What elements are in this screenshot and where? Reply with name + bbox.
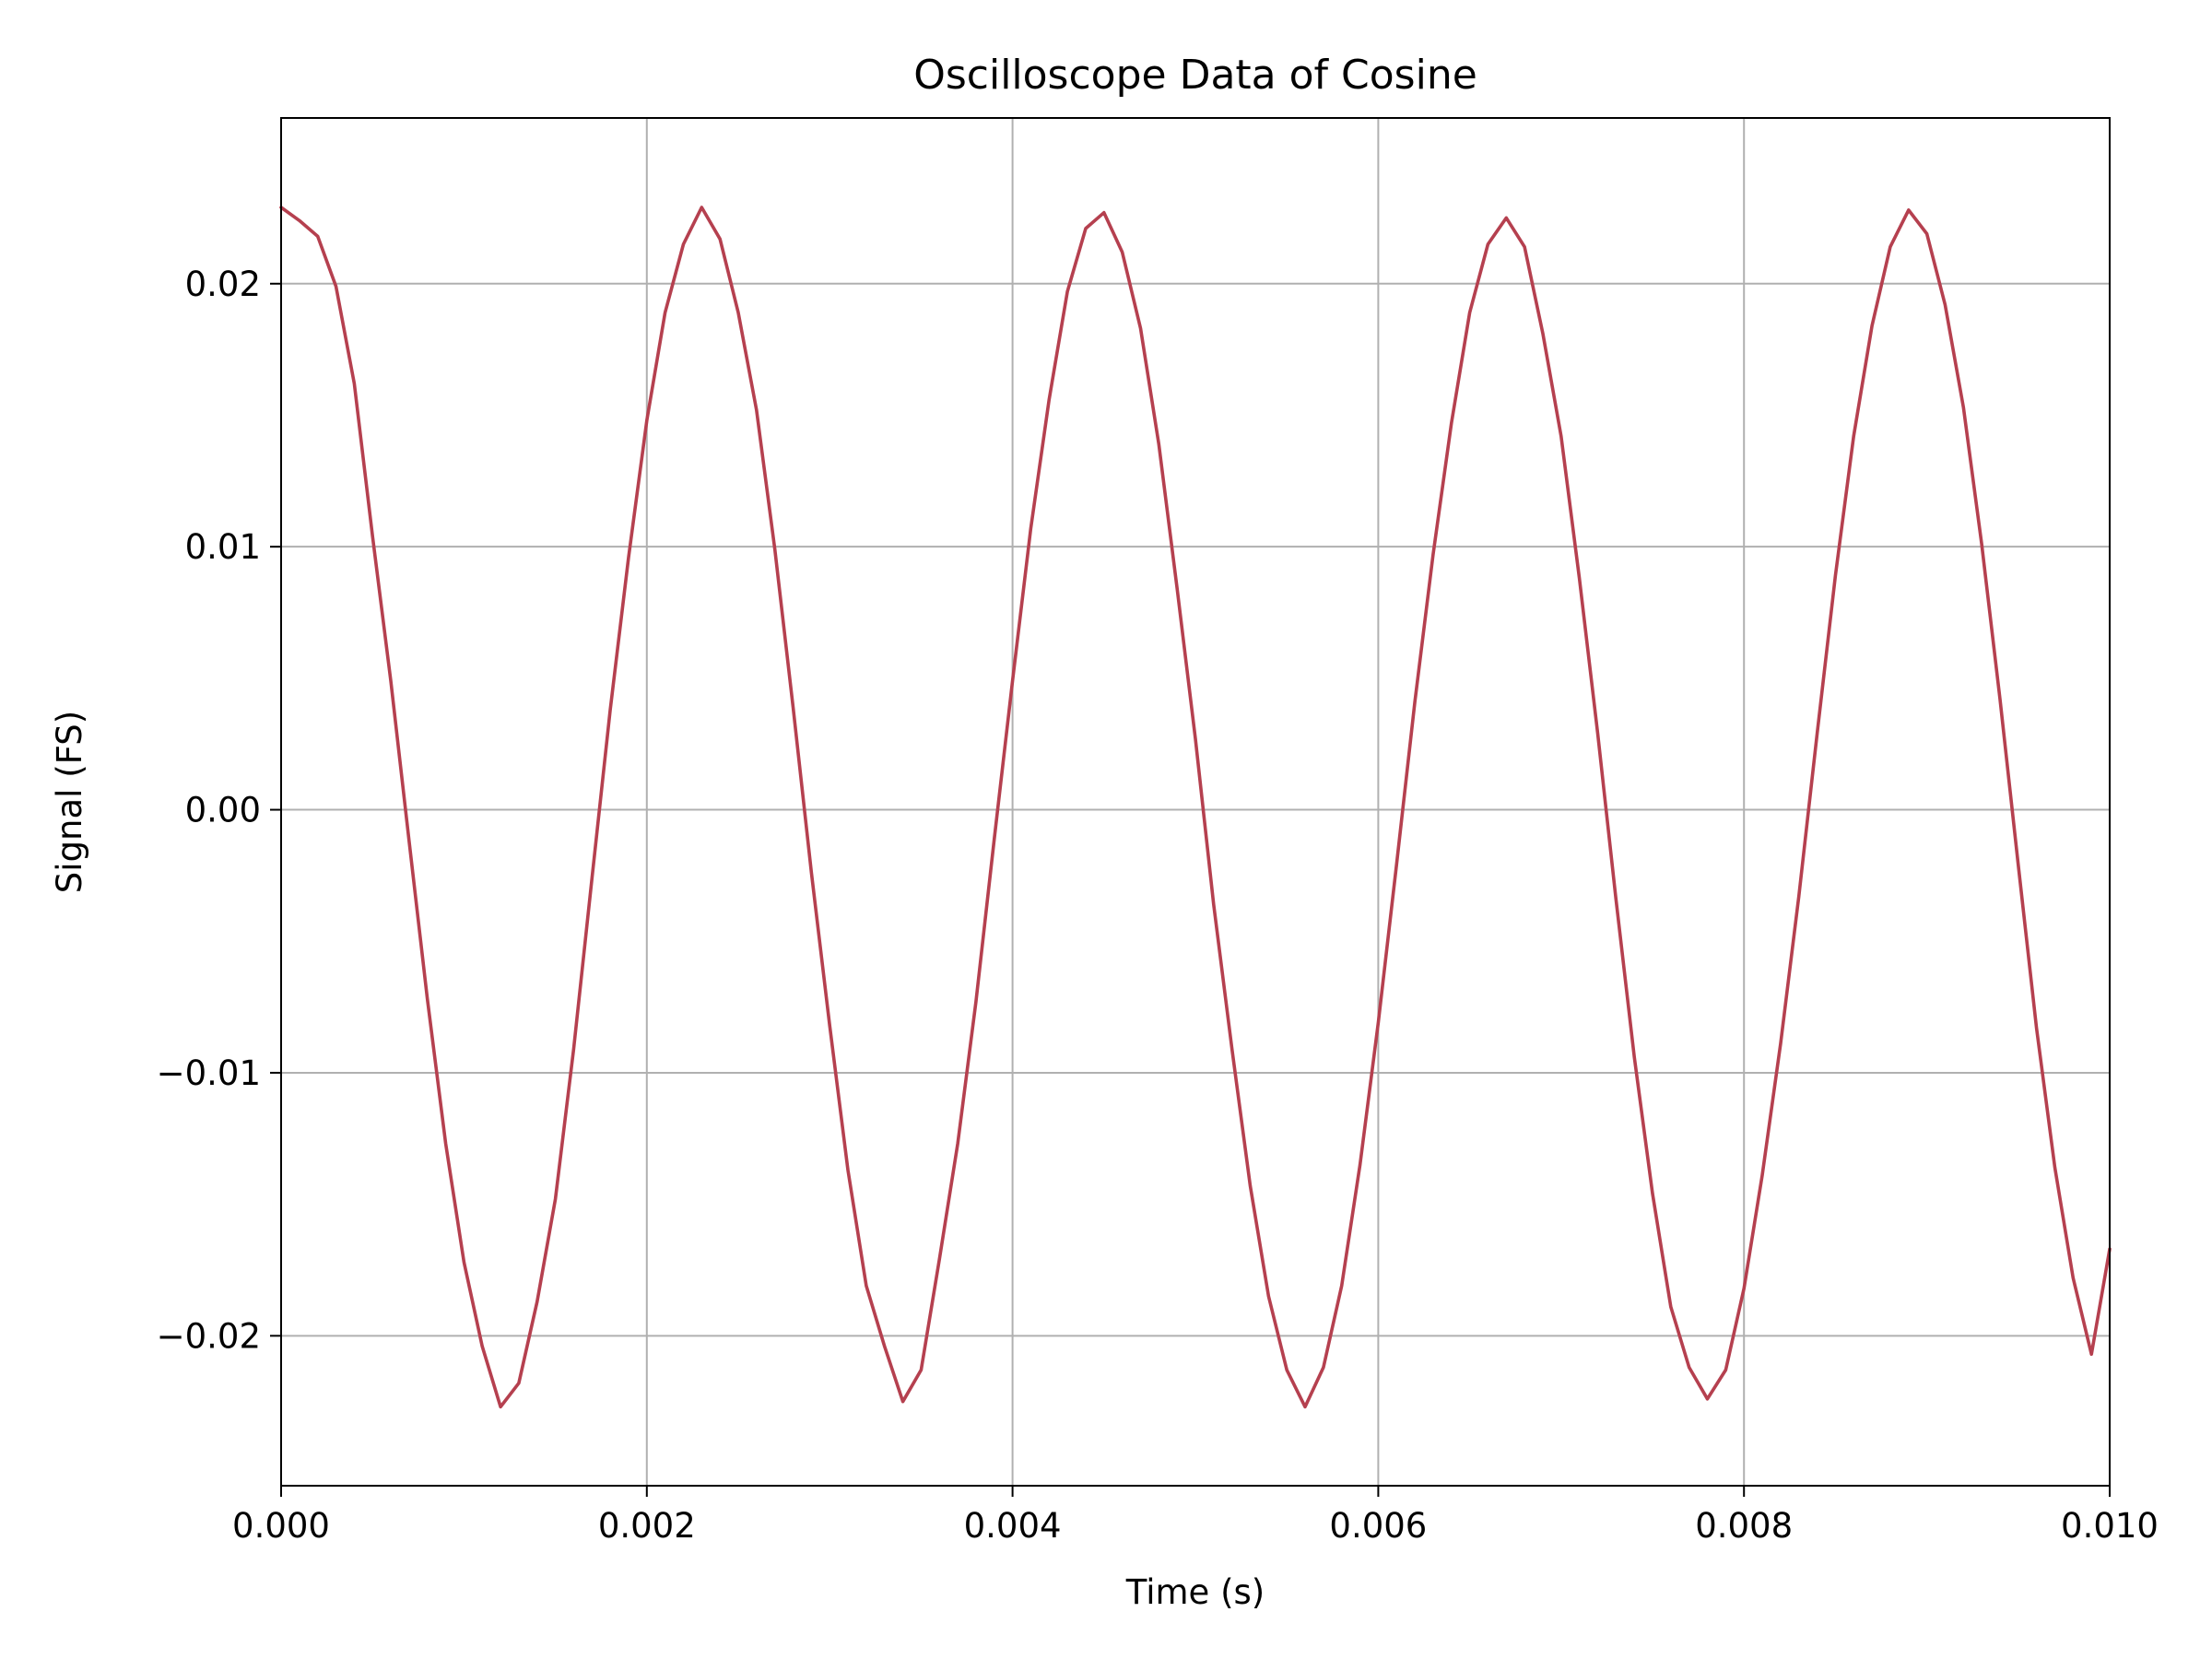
plot-frame bbox=[280, 117, 2111, 1487]
y-tick-label: 0.00 bbox=[185, 791, 261, 830]
y-axis-label: Signal (FS) bbox=[50, 711, 89, 893]
grid-lines bbox=[280, 118, 2111, 1486]
x-tick-label: 0.010 bbox=[2061, 1506, 2159, 1546]
x-axis-label: Time (s) bbox=[1125, 1572, 1265, 1612]
series-layer bbox=[279, 206, 2112, 1409]
signal-line bbox=[279, 206, 2112, 1409]
x-tick-label: 0.002 bbox=[598, 1506, 696, 1546]
plot-area bbox=[281, 118, 2110, 1486]
y-tick-label: 0.01 bbox=[185, 527, 261, 567]
axis-ticks: 0.000 0.002 0.004 0.006 0.008 0.010 −0.02 −0.01… bbox=[157, 265, 2159, 1546]
x-tick-label: 0.008 bbox=[1695, 1506, 1793, 1546]
chart-title: Oscilloscope Data of Cosine bbox=[913, 52, 1477, 99]
y-tick-label: −0.01 bbox=[157, 1053, 261, 1093]
x-tick-label: 0.004 bbox=[964, 1506, 1062, 1546]
y-tick-label: 0.02 bbox=[185, 265, 261, 304]
x-tick-label: 0.000 bbox=[232, 1506, 330, 1546]
x-tick-label: 0.006 bbox=[1329, 1506, 1427, 1546]
y-tick-label: −0.02 bbox=[157, 1316, 261, 1356]
